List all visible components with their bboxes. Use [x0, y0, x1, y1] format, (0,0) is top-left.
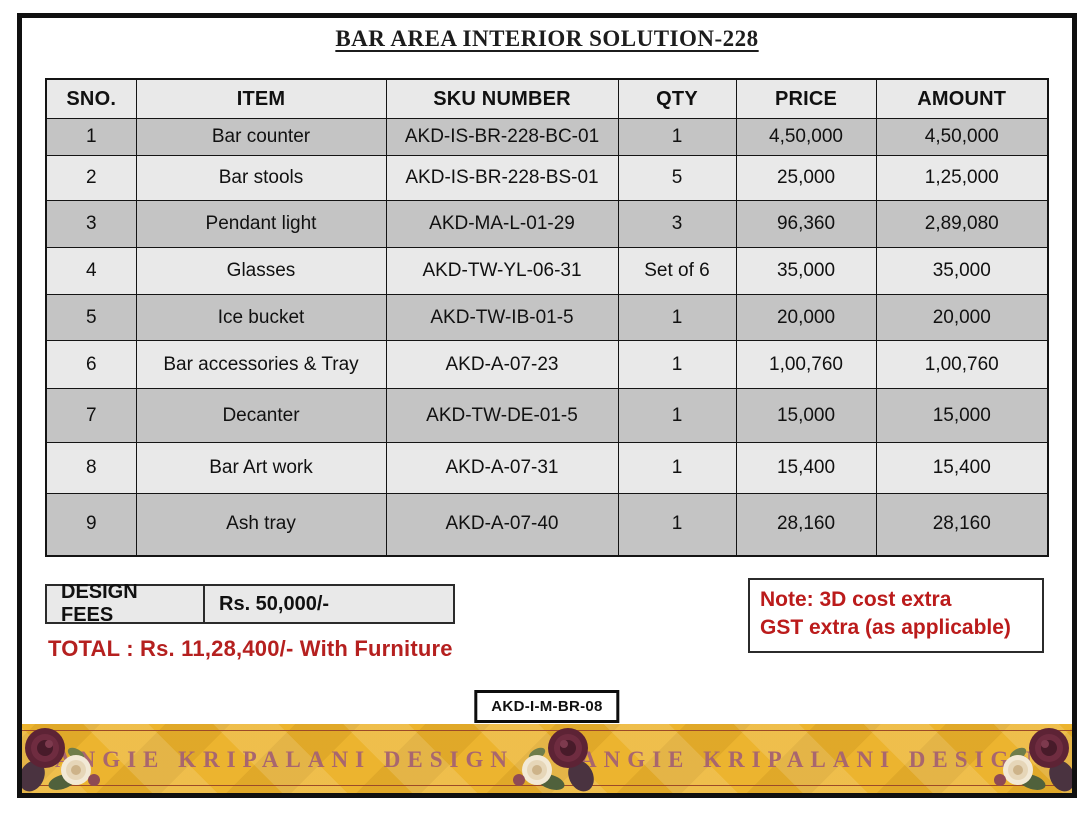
table-row: 7 Decanter AKD-TW-DE-01-5 1 15,000 15,00… [45, 388, 1049, 443]
total-line: TOTAL : Rs. 11,28,400/- With Furniture [48, 636, 453, 661]
cell-amount: 15,000 [875, 388, 1049, 443]
page-frame: BAR AREA INTERIOR SOLUTION-228 SNO. ITEM… [17, 13, 1077, 798]
col-header-sku: SKU NUMBER [385, 78, 619, 119]
col-header-price: PRICE [735, 78, 877, 119]
design-fees-value: Rs. 50,000/- [219, 592, 330, 615]
cell-amount: 2,89,080 [875, 200, 1049, 248]
note-box: Note: 3D cost extra GST extra (as applic… [748, 578, 1044, 653]
cell-price: 15,400 [735, 442, 877, 494]
table-row: 1 Bar counter AKD-IS-BR-228-BC-01 1 4,50… [45, 118, 1049, 156]
cell-sku: AKD-IS-BR-228-BC-01 [385, 118, 619, 156]
cell-price: 1,00,760 [735, 340, 877, 389]
rose-bouquet-icon [22, 728, 100, 792]
cell-sku: AKD-IS-BR-228-BS-01 [385, 155, 619, 201]
cell-price: 25,000 [735, 155, 877, 201]
cell-sku: AKD-TW-DE-01-5 [385, 388, 619, 443]
col-header-item: ITEM [135, 78, 387, 119]
cell-price: 20,000 [735, 294, 877, 341]
cell-amount: 28,160 [875, 493, 1049, 556]
cell-qty: 5 [617, 155, 737, 201]
banner-top-rule [22, 730, 1072, 731]
cell-sno: 6 [45, 340, 137, 389]
cell-sno: 9 [45, 493, 137, 556]
cell-item: Decanter [135, 388, 387, 443]
col-header-amount: AMOUNT [875, 78, 1049, 119]
cell-sku: AKD-TW-YL-06-31 [385, 247, 619, 295]
cell-sno: 4 [45, 247, 137, 295]
table-row: 9 Ash tray AKD-A-07-40 1 28,160 28,160 [45, 493, 1049, 556]
design-fees-label: DESIGN FEES [47, 581, 205, 626]
cell-amount: 1,25,000 [875, 155, 1049, 201]
price-table: SNO. ITEM SKU NUMBER QTY PRICE AMOUNT 1 … [45, 78, 1049, 557]
note-line-1: Note: 3D cost extra [760, 588, 952, 611]
col-header-qty: QTY [617, 78, 737, 119]
table-row: 3 Pendant light AKD-MA-L-01-29 3 96,360 … [45, 200, 1049, 248]
table-row: 5 Ice bucket AKD-TW-IB-01-5 1 20,000 20,… [45, 294, 1049, 341]
cell-item: Pendant light [135, 200, 387, 248]
table-row: 8 Bar Art work AKD-A-07-31 1 15,400 15,4… [45, 442, 1049, 494]
cell-price: 15,000 [735, 388, 877, 443]
banner-tile-left: ANGIE KRIPALANI DESIGN [22, 724, 547, 793]
note-line-2: GST extra (as applicable) [760, 616, 1011, 640]
cell-qty: 3 [617, 200, 737, 248]
cell-item: Bar Art work [135, 442, 387, 494]
cell-sku: AKD-MA-L-01-29 [385, 200, 619, 248]
cell-sno: 1 [45, 118, 137, 156]
banner-tiles: ANGIE KRIPALANI DESIGN ANGIE KRIPALANI D… [22, 724, 1072, 793]
cell-amount: 20,000 [875, 294, 1049, 341]
cell-sku: AKD-A-07-23 [385, 340, 619, 389]
page-title: BAR AREA INTERIOR SOLUTION-228 [335, 26, 759, 51]
cell-price: 28,160 [735, 493, 877, 556]
cell-price: 35,000 [735, 247, 877, 295]
cell-qty: 1 [617, 118, 737, 156]
cell-qty: 1 [617, 493, 737, 556]
cell-item: Bar accessories & Tray [135, 340, 387, 389]
cell-qty: Set of 6 [617, 247, 737, 295]
cell-sno: 5 [45, 294, 137, 341]
cell-item: Bar stools [135, 155, 387, 201]
cell-sno: 2 [45, 155, 137, 201]
cell-item: Ice bucket [135, 294, 387, 341]
rose-bouquet-icon [994, 728, 1072, 792]
cell-sku: AKD-A-07-31 [385, 442, 619, 494]
cell-sku: AKD-TW-IB-01-5 [385, 294, 619, 341]
cell-sno: 7 [45, 388, 137, 443]
cell-qty: 1 [617, 442, 737, 494]
col-header-sno: SNO. [45, 78, 137, 119]
cell-amount: 15,400 [875, 442, 1049, 494]
doc-code-badge: AKD-I-M-BR-08 [474, 690, 620, 723]
cell-amount: 1,00,760 [875, 340, 1049, 389]
cell-sno: 8 [45, 442, 137, 494]
table-row: 6 Bar accessories & Tray AKD-A-07-23 1 1… [45, 340, 1049, 389]
cell-price: 96,360 [735, 200, 877, 248]
brand-wordmark: ANGIE KRIPALANI DESIGN [579, 746, 1039, 772]
rose-bouquet-icon [513, 728, 594, 792]
cell-price: 4,50,000 [735, 118, 877, 156]
cell-item: Ash tray [135, 493, 387, 556]
cell-amount: 35,000 [875, 247, 1049, 295]
design-fees-box: DESIGN FEES Rs. 50,000/- [45, 581, 455, 626]
cell-amount: 4,50,000 [875, 118, 1049, 156]
cell-sku: AKD-A-07-40 [385, 493, 619, 556]
cell-qty: 1 [617, 294, 737, 341]
table-row: 2 Bar stools AKD-IS-BR-228-BS-01 5 25,00… [45, 155, 1049, 201]
cell-item: Bar counter [135, 118, 387, 156]
brand-wordmark: ANGIE KRIPALANI DESIGN [54, 746, 514, 772]
banner-tile-right: ANGIE KRIPALANI DESIGN [547, 724, 1072, 793]
table-row: 4 Glasses AKD-TW-YL-06-31 Set of 6 35,00… [45, 247, 1049, 295]
brand-banner: ANGIE KRIPALANI DESIGN ANGIE KRIPALANI D… [22, 724, 1072, 793]
table-header-row: SNO. ITEM SKU NUMBER QTY PRICE AMOUNT [45, 78, 1049, 119]
cell-qty: 1 [617, 388, 737, 443]
cell-item: Glasses [135, 247, 387, 295]
cell-sno: 3 [45, 200, 137, 248]
cell-qty: 1 [617, 340, 737, 389]
